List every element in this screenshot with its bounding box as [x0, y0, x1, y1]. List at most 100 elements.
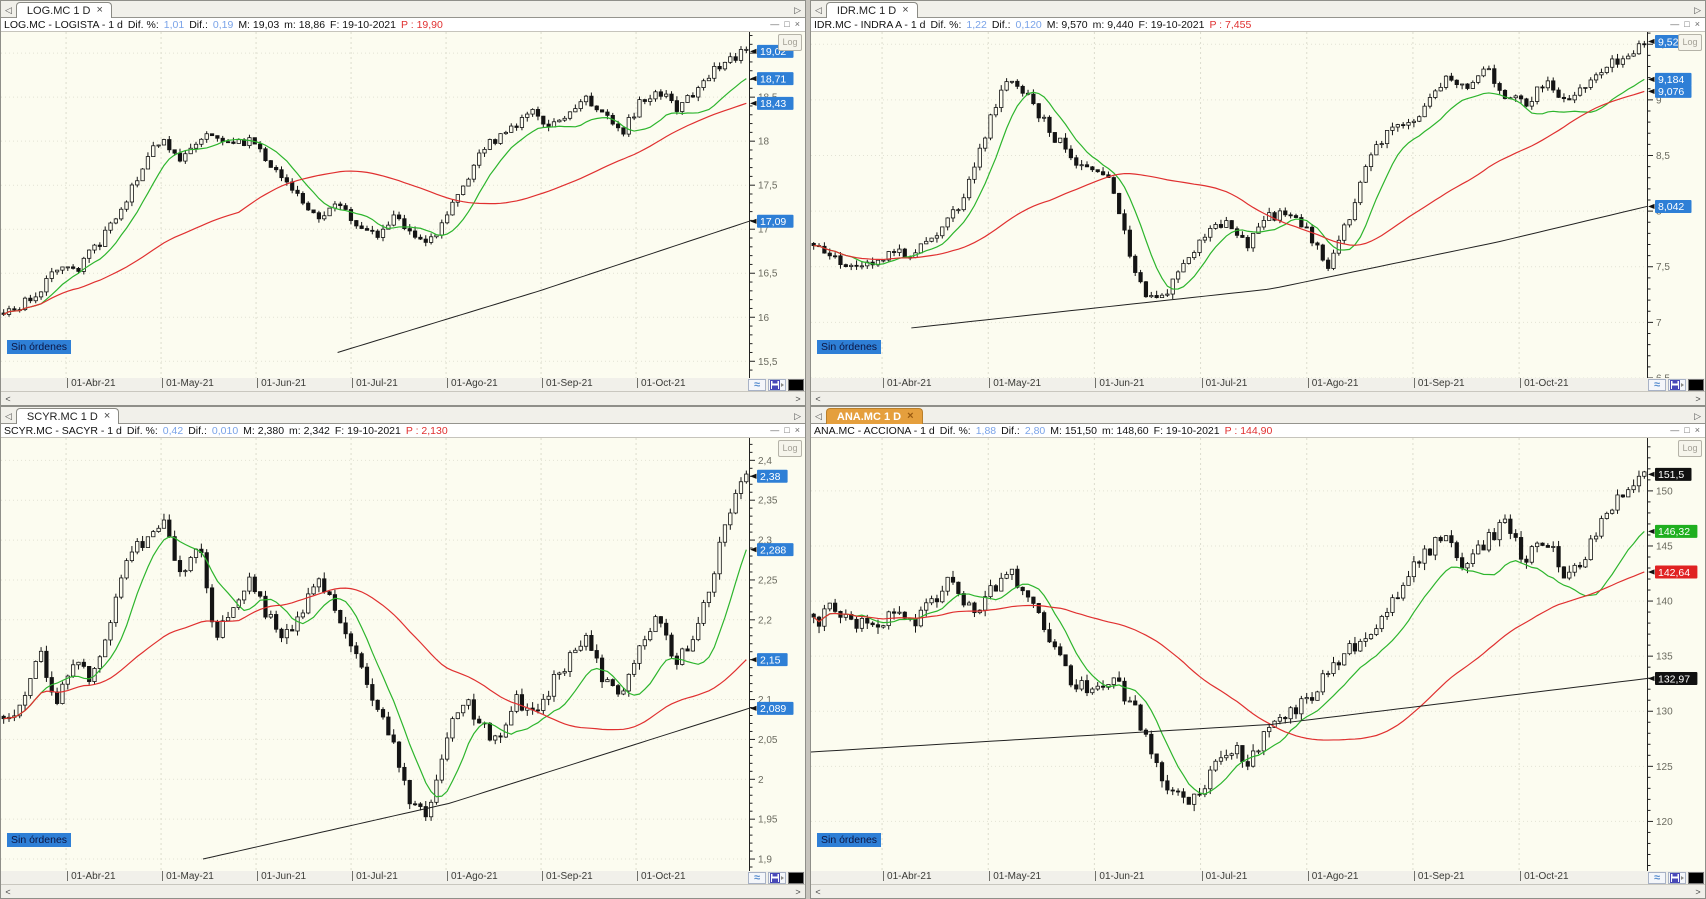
- log-scale-button[interactable]: Log: [778, 34, 802, 51]
- close-button[interactable]: ×: [794, 425, 800, 435]
- scroll-left-icon[interactable]: <: [815, 887, 821, 897]
- black-square-icon[interactable]: [1688, 871, 1704, 884]
- window-controls: — □ ×: [770, 426, 802, 435]
- svg-text:151,5: 151,5: [1658, 469, 1684, 481]
- tab-scroll-right-icon[interactable]: ▷: [794, 411, 801, 421]
- log-scale-button[interactable]: Log: [1678, 440, 1702, 457]
- scroll-right-icon[interactable]: >: [795, 887, 801, 897]
- info-segment: SCYR.MC - SACYR - 1 d: [4, 424, 122, 437]
- svg-text:17,09: 17,09: [760, 216, 786, 228]
- date-tick-labels: 01-Abr-21 01-May-21 01-Jun-21 01-Jul-21 01-A…: [1, 378, 741, 391]
- info-segment: m: 148,60: [1101, 424, 1149, 437]
- date-tick-label: 01-Sep-21: [1413, 378, 1465, 389]
- save-icon[interactable]: [768, 378, 786, 391]
- corner-toolbar: ≈: [1648, 378, 1704, 391]
- info-segment: F: 19-10-2021: [1138, 18, 1205, 31]
- svg-text:2: 2: [758, 775, 764, 786]
- tab-close-icon[interactable]: ×: [103, 410, 111, 422]
- svg-text:2,15: 2,15: [760, 654, 781, 666]
- scroll-left-icon[interactable]: <: [815, 394, 821, 404]
- no-orders-badge: Sin órdenes: [817, 833, 882, 847]
- horizontal-scrollbar[interactable]: < >: [811, 391, 1705, 405]
- chart-area: 120 125 130 135 140 145 150 151,5 146,32 142,64 13…: [811, 438, 1705, 871]
- tab-scroll-left-icon[interactable]: ◁: [5, 5, 12, 15]
- info-segment: ANA.MC - ACCIONA - 1 d: [814, 424, 935, 437]
- maximize-button[interactable]: □: [1684, 425, 1690, 435]
- info-segment: Dif. %:: [126, 424, 158, 437]
- chart-canvas[interactable]: 1,9 1,95 2 2,05 2,1 2,15 2,2 2,25 2,3 2,35 2,4 2,38…: [1, 438, 805, 871]
- maximize-button[interactable]: □: [1684, 19, 1690, 29]
- svg-text:1,9: 1,9: [758, 855, 772, 866]
- tab-scroll-left-icon[interactable]: ◁: [5, 411, 12, 421]
- scroll-left-icon[interactable]: <: [5, 394, 11, 404]
- chart-canvas[interactable]: 120 125 130 135 140 145 150 151,5 146,32 142,64 13…: [811, 438, 1705, 871]
- close-button[interactable]: ×: [794, 19, 800, 29]
- close-button[interactable]: ×: [1694, 19, 1700, 29]
- chart-tab[interactable]: ANA.MC 1 D ×: [825, 408, 923, 424]
- info-segment: m: 18,86: [284, 18, 326, 31]
- info-segment: F: 19-10-2021: [334, 424, 401, 437]
- info-segment: 1,88: [975, 424, 997, 437]
- tab-close-icon[interactable]: ×: [907, 410, 914, 422]
- tab-bar: ◁ ANA.MC 1 D × ▷: [811, 407, 1705, 424]
- wave-icon[interactable]: ≈: [1648, 378, 1666, 391]
- no-orders-badge: Sin órdenes: [817, 340, 882, 354]
- svg-text:15,5: 15,5: [758, 357, 778, 368]
- tab-scroll-right-icon[interactable]: ▷: [794, 5, 801, 15]
- chart-area: 15,51616,51717,51818,51919,0218,7118,431…: [1, 32, 805, 378]
- date-tick-label: 01-Oct-21: [1520, 378, 1569, 389]
- horizontal-scrollbar[interactable]: < >: [811, 884, 1705, 898]
- info-segment: 0,010: [211, 424, 239, 437]
- scroll-right-icon[interactable]: >: [1695, 394, 1701, 404]
- chart-tab[interactable]: LOG.MC 1 D ×: [15, 2, 112, 18]
- tab-bar: ◁ LOG.MC 1 D × ▷: [1, 1, 805, 18]
- chart-panel-idr: ◁ IDR.MC 1 D × ▷ IDR.MC - INDRA A - 1 d D…: [810, 0, 1706, 406]
- svg-text:140: 140: [1656, 597, 1673, 608]
- tab-scroll-right-icon[interactable]: ▷: [1694, 411, 1701, 421]
- wave-icon[interactable]: ≈: [748, 378, 766, 391]
- horizontal-scrollbar[interactable]: < >: [1, 391, 805, 405]
- scroll-left-icon[interactable]: <: [5, 887, 11, 897]
- horizontal-scrollbar[interactable]: < >: [1, 884, 805, 898]
- black-square-icon[interactable]: [1688, 378, 1704, 391]
- minimize-button[interactable]: —: [770, 19, 780, 29]
- no-orders-badge: Sin órdenes: [7, 340, 72, 354]
- close-button[interactable]: ×: [1694, 425, 1700, 435]
- wave-icon[interactable]: ≈: [1648, 871, 1666, 884]
- minimize-button[interactable]: —: [1670, 425, 1680, 435]
- symbol-info-bar: IDR.MC - INDRA A - 1 d Dif. %: 1,22 Dif.: 0,…: [811, 18, 1705, 32]
- tab-close-icon[interactable]: ×: [96, 4, 103, 16]
- date-tick-label: 01-Sep-21: [1413, 871, 1465, 882]
- tab-scroll-right-icon[interactable]: ▷: [1694, 5, 1701, 15]
- minimize-button[interactable]: —: [1670, 19, 1680, 29]
- tab-scroll-left-icon[interactable]: ◁: [815, 411, 822, 421]
- save-icon[interactable]: [1668, 378, 1686, 391]
- tab-scroll-left-icon[interactable]: ◁: [815, 5, 822, 15]
- symbol-info-segments: LOG.MC - LOGISTA - 1 d Dif. %: 1,01 Dif.: 0,…: [4, 19, 770, 31]
- svg-text:2,1: 2,1: [758, 695, 772, 706]
- log-scale-button[interactable]: Log: [1678, 34, 1702, 51]
- save-icon[interactable]: [768, 871, 786, 884]
- svg-text:145: 145: [1656, 541, 1673, 552]
- date-tick-label: 01-Jul-21: [352, 871, 398, 882]
- maximize-button[interactable]: □: [784, 19, 790, 29]
- black-square-icon[interactable]: [788, 871, 804, 884]
- wave-icon[interactable]: ≈: [748, 871, 766, 884]
- maximize-button[interactable]: □: [784, 425, 790, 435]
- info-segment: 0,120: [1015, 18, 1042, 31]
- chart-tab[interactable]: IDR.MC 1 D ×: [825, 2, 918, 18]
- info-segment: F: 19-10-2021: [330, 18, 396, 31]
- black-square-icon[interactable]: [788, 378, 804, 391]
- date-tick-labels: 01-Abr-21 01-May-21 01-Jun-21 01-Jul-21 01-A…: [811, 871, 1641, 884]
- chart-canvas[interactable]: 15,51616,51717,51818,51919,0218,7118,431…: [1, 32, 805, 378]
- date-axis: 01-Abr-21 01-May-21 01-Jun-21 01-Jul-21 01-A…: [811, 871, 1705, 884]
- minimize-button[interactable]: —: [770, 425, 780, 435]
- chart-tab[interactable]: SCYR.MC 1 D ×: [15, 408, 120, 424]
- scroll-right-icon[interactable]: >: [795, 394, 801, 404]
- scroll-right-icon[interactable]: >: [1695, 887, 1701, 897]
- save-icon[interactable]: [1668, 871, 1686, 884]
- log-scale-button[interactable]: Log: [778, 440, 802, 457]
- tab-close-icon[interactable]: ×: [902, 4, 909, 16]
